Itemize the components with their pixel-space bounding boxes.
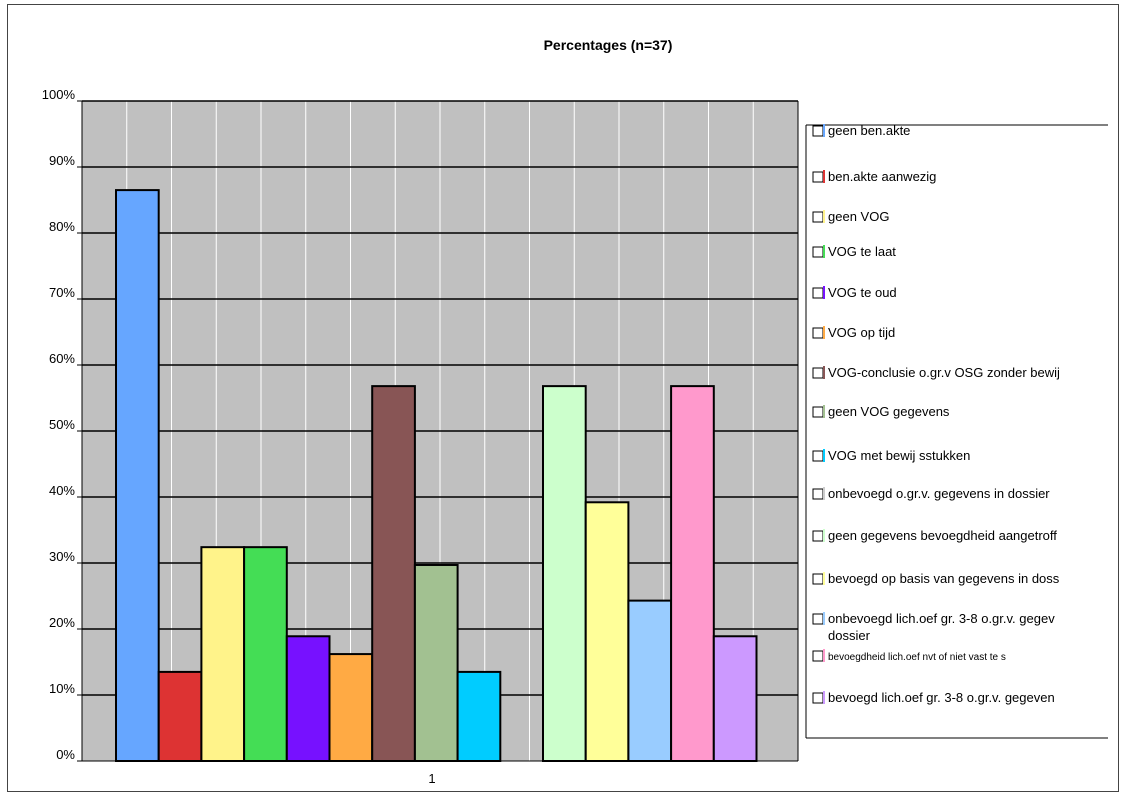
legend-swatch bbox=[812, 171, 824, 183]
chart-title: Percentages (n=37) bbox=[544, 37, 673, 53]
y-tick-label: 10% bbox=[49, 681, 75, 696]
legend-color-marker bbox=[823, 245, 825, 258]
y-tick-label: 0% bbox=[56, 747, 75, 762]
bar bbox=[542, 385, 587, 762]
legend-color-marker bbox=[823, 529, 825, 542]
legend-label: VOG te laat bbox=[828, 244, 896, 259]
legend-swatch bbox=[812, 125, 824, 137]
legend-swatch bbox=[812, 573, 824, 585]
legend-swatch bbox=[812, 530, 824, 542]
bar bbox=[371, 385, 416, 762]
legend-label: bevoegdheid lich.oef nvt of niet vast te… bbox=[828, 652, 1006, 663]
legend-color-marker bbox=[823, 612, 825, 625]
y-tick-label: 100% bbox=[42, 87, 76, 102]
y-tick-label: 20% bbox=[49, 615, 75, 630]
legend-label: onbevoegd o.gr.v. gegevens in dossier bbox=[828, 486, 1050, 501]
legend-swatch bbox=[812, 287, 824, 299]
bar bbox=[200, 546, 246, 762]
legend-label: VOG met bewij sstukken bbox=[828, 448, 970, 463]
legend-label: geen gegevens bevoegdheid aangetroff bbox=[828, 528, 1057, 543]
legend-color-marker bbox=[823, 449, 825, 462]
bar bbox=[670, 385, 715, 762]
legend-swatch bbox=[812, 367, 824, 379]
legend-swatch bbox=[812, 327, 824, 339]
bar bbox=[584, 501, 630, 762]
legend-swatch bbox=[812, 488, 824, 500]
legend-swatch bbox=[812, 650, 824, 662]
legend-color-marker bbox=[823, 170, 825, 183]
chart-svg: Percentages (n=37) 0% 10% 20% 30% 40% 50% 60% 7… bbox=[42, 37, 1108, 786]
legend-swatch bbox=[812, 406, 824, 418]
legend-label: VOG te oud bbox=[828, 285, 897, 300]
bar bbox=[712, 635, 758, 763]
legend-label: geen VOG bbox=[828, 209, 889, 224]
bar bbox=[157, 670, 203, 763]
legend-color-marker bbox=[823, 124, 825, 137]
bar bbox=[328, 653, 374, 763]
legend-label: bevoegd lich.oef gr. 3-8 o.gr.v. gegeven bbox=[828, 690, 1055, 705]
y-tick-label: 40% bbox=[49, 483, 75, 498]
legend-swatch bbox=[812, 450, 824, 462]
legend-swatch bbox=[812, 246, 824, 258]
legend-color-marker bbox=[823, 286, 825, 299]
bar bbox=[413, 563, 459, 762]
legend-label-continued: dossier bbox=[828, 628, 871, 643]
y-tick-label: 70% bbox=[49, 285, 75, 300]
legend-color-marker bbox=[823, 366, 825, 379]
bar bbox=[115, 189, 160, 763]
bar bbox=[456, 670, 502, 763]
legend-label: ben.akte aanwezig bbox=[828, 169, 936, 184]
y-tick-label: 60% bbox=[49, 351, 75, 366]
legend-label: onbevoegd lich.oef gr. 3-8 o.gr.v. gegev bbox=[828, 611, 1055, 626]
legend-swatch bbox=[812, 211, 824, 223]
legend-label: VOG-conclusie o.gr.v OSG zonder bewij bbox=[828, 365, 1060, 380]
plot-area: 0% 10% 20% 30% 40% 50% 60% 70% 80% 90% 100% 1 bbox=[42, 87, 799, 786]
y-tick-label: 30% bbox=[49, 549, 75, 564]
legend-label: geen ben.akte bbox=[828, 123, 910, 138]
chart-frame: Percentages (n=37) 0% 10% 20% 30% 40% 50% 60% 7… bbox=[7, 4, 1119, 792]
legend-label: bevoegd op basis van gegevens in doss bbox=[828, 571, 1060, 586]
legend-swatch bbox=[812, 613, 824, 625]
legend-swatch bbox=[812, 692, 824, 704]
legend-color-marker bbox=[823, 487, 825, 500]
legend-label: VOG op tijd bbox=[828, 325, 895, 340]
y-tick-label: 80% bbox=[49, 219, 75, 234]
legend-color-marker bbox=[823, 691, 825, 704]
y-tick-label: 90% bbox=[49, 153, 75, 168]
bar bbox=[285, 635, 331, 763]
legend-color-marker bbox=[823, 649, 825, 662]
bar bbox=[243, 546, 288, 762]
legend-color-marker bbox=[823, 572, 825, 585]
legend-color-marker bbox=[823, 326, 825, 339]
bar bbox=[627, 599, 673, 762]
x-tick-label: 1 bbox=[428, 771, 435, 786]
legend: geen ben.akte ben.akte aanwezig geen VOG VO… bbox=[805, 123, 1108, 739]
legend-color-marker bbox=[823, 210, 825, 223]
legend-label: geen VOG gegevens bbox=[828, 404, 950, 419]
y-tick-label: 50% bbox=[49, 417, 75, 432]
legend-color-marker bbox=[823, 405, 825, 418]
